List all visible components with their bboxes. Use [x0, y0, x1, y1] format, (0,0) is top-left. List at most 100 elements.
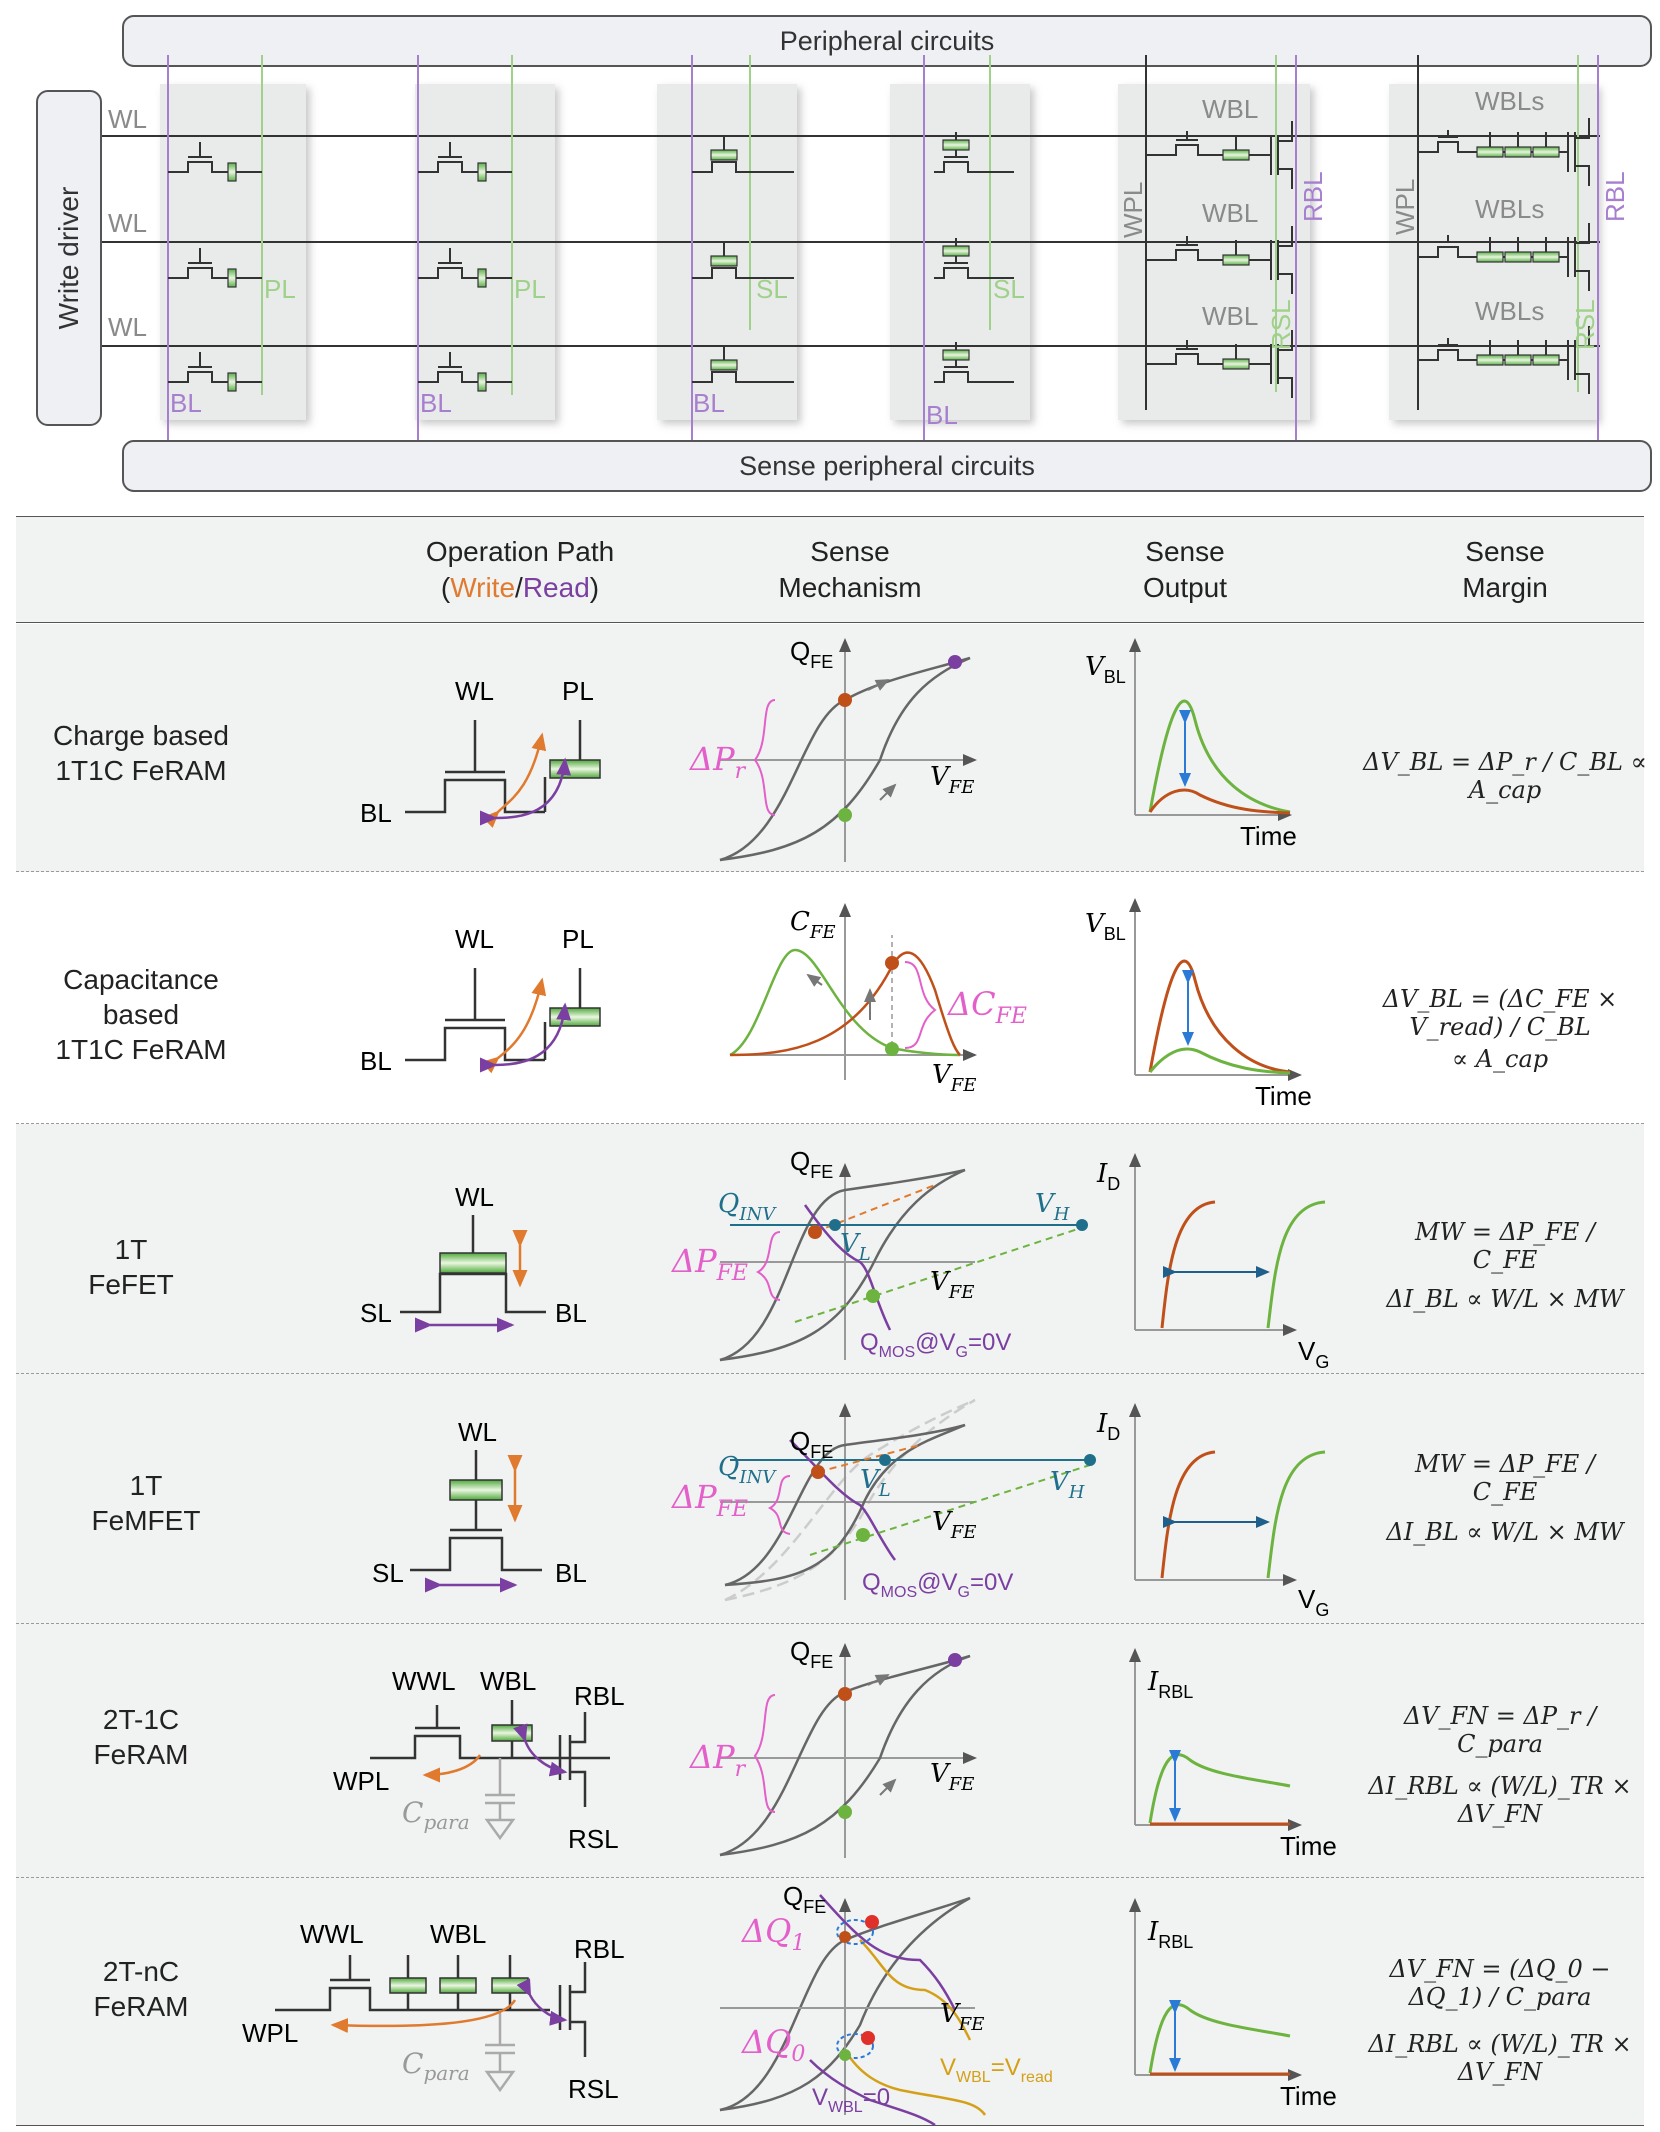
row-name-femfet: 1T FeMFET: [16, 1468, 276, 1538]
op-cpara-label: Cpara: [402, 1796, 470, 1834]
so-id-label: ID: [1096, 1409, 1120, 1444]
sm-vl-label: VL: [860, 1465, 891, 1501]
so-vbl-label: VBL: [1085, 652, 1126, 687]
op-sl-label: SL: [372, 1558, 404, 1588]
sm-qfe-label: QFE: [790, 636, 833, 672]
peripheral-circuits-bar: Peripheral circuits: [122, 15, 1652, 67]
wbls-label-2: WBLs: [1475, 194, 1544, 224]
sense-peripheral-circuits-bar: Sense peripheral circuits: [122, 440, 1652, 492]
fefet-cells: [692, 136, 794, 383]
sense-margin-eq-charge: ΔV_BL = ΔP_r / C_BL ∝ A_cap: [1363, 748, 1647, 804]
op-wbl-label: WBL: [430, 1919, 486, 1949]
row-name-capacitance-1t1c: Capacitance based 1T1C FeRAM: [16, 962, 266, 1067]
hysteresis-loop-2t1c: [719, 1643, 977, 1858]
table-row: [16, 1878, 1644, 2126]
bl-label-1: BL: [170, 388, 202, 418]
sm-vfe-label: VFE: [930, 1267, 974, 1303]
table-row: [16, 1124, 1644, 1374]
rsl-label-1: RSL: [1266, 299, 1296, 350]
so-time-label: Time: [1255, 1081, 1312, 1111]
op-rsl-label: RSL: [568, 1824, 619, 1854]
wl-label-3: WL: [108, 312, 147, 342]
sm-dpr-label: ΔPr: [688, 1738, 747, 1782]
fefet-mechanism: [719, 1163, 1091, 1362]
memory-array-diagram: WL WL WL BL BL BL BL PL PL SL SL WBL WBL…: [102, 55, 1630, 440]
sense-output-2t1c: [1129, 1648, 1302, 1831]
wbl-label-3: WBL: [1202, 301, 1258, 331]
row-name-2t1c: 2T-1C FeRAM: [16, 1702, 266, 1772]
pl-label-2: PL: [514, 274, 546, 304]
sm-qmos-label: QMOS@VG=0V: [860, 1329, 1011, 1361]
sm-dpfe-label: ΔPFE: [670, 1242, 748, 1286]
op-bl-label: BL: [360, 1046, 392, 1076]
plate-lines: [261, 55, 1579, 395]
sm-qmos-label: QMOS@VG=0V: [862, 1569, 1013, 1601]
rbl-label-1: RBL: [1298, 171, 1328, 222]
sl-label-1: SL: [756, 274, 788, 304]
header-sm-line1: Sense: [810, 536, 890, 567]
op-path-2tnc: [275, 1955, 587, 2093]
so-time-label: Time: [1240, 821, 1297, 851]
op-bl-label: BL: [555, 1298, 587, 1328]
sm-qfe-label: QFE: [790, 1146, 833, 1182]
sm-dpr-label: ΔPr: [688, 740, 747, 784]
row-name-fefet: 1T FeFET: [16, 1232, 246, 1302]
write-driver-block: Write driver: [36, 90, 102, 426]
row-name-line: FeFET: [88, 1269, 174, 1300]
bl-label-2: BL: [420, 388, 452, 418]
table-row: [16, 624, 1644, 872]
sm-cfe-label: CFE: [790, 907, 836, 943]
sm-vfe-label: VFE: [930, 762, 974, 798]
sm-vfe-label: VFE: [932, 1507, 976, 1543]
sense-margin-eq-femfet-a: MW = ΔP_FE / C_FE: [1415, 1450, 1595, 1506]
so-irbl-label: IRBL: [1147, 1667, 1193, 1702]
header-sm-line2: Mechanism: [778, 572, 922, 603]
row-name-line: Charge based: [53, 720, 229, 751]
table-row: [16, 1374, 1644, 1624]
row-name-line: 2T-1C: [102, 1704, 180, 1735]
op-wwl-label: WWL: [300, 1919, 364, 1949]
row-name-line: 2T-nC: [102, 1956, 180, 1987]
row-name-line: 1T: [129, 1470, 163, 1501]
wbls-label-3: WBLs: [1475, 296, 1544, 326]
op-path-femfet: [410, 1450, 542, 1593]
op-sl-label: SL: [360, 1298, 392, 1328]
femfet-mechanism: [720, 1398, 1096, 1602]
sm-vfe-label: VFE: [940, 1999, 984, 2035]
sense-margin-eq-2t1c-a: ΔV_FN = ΔP_r / C_para: [1403, 1702, 1597, 1758]
header-op-read: Read: [522, 572, 590, 603]
row-name-line: based: [102, 999, 180, 1030]
so-vbl-label: VBL: [1085, 909, 1126, 944]
sm-vwbl0-label: VWBL=0: [812, 2084, 890, 2116]
sm-vh-label: VH: [1050, 1467, 1085, 1503]
sm-qfe-label: QFE: [790, 1426, 833, 1462]
op-path-capacitance-1t1c: [405, 968, 601, 1074]
row-name-2tnc: 2T-nC FeRAM: [16, 1954, 266, 2024]
op-pl-label: PL: [562, 676, 594, 706]
header-op-line2: (Write/Read): [380, 570, 660, 606]
op-rbl-label: RBL: [574, 1681, 625, 1711]
sense-margin-eq-2tnc-a: ΔV_FN = (ΔQ_0 − ΔQ_1) / C_para: [1389, 1955, 1611, 2011]
row-name-line: 1T: [114, 1234, 148, 1265]
row-name-line: FeMFET: [91, 1505, 201, 1536]
sense-output-fefet: [1129, 1153, 1326, 1336]
1t1c-cells: [167, 141, 512, 392]
sm-vfe-label: VFE: [930, 1759, 974, 1795]
row-name-charge-1t1c: Charge based 1T1C FeRAM: [16, 718, 266, 788]
sense-margin-eq-2t1c-b: ΔI_RBL ∝ (W/L)_TR × ΔV_FN: [1368, 1772, 1632, 1828]
capacitance-curve: [729, 903, 977, 1080]
op-wl-label: WL: [455, 924, 494, 954]
row-name-line: FeRAM: [93, 1739, 189, 1770]
header-op-close: ): [589, 572, 600, 603]
header-sense-margin: Sense Margin: [1400, 534, 1610, 606]
sm-dq1-label: ΔQ1: [740, 1912, 805, 1956]
table-row: [16, 872, 1644, 1124]
op-rbl-label: RBL: [574, 1934, 625, 1964]
bl-label-3: BL: [693, 388, 725, 418]
op-wl-label: WL: [458, 1417, 497, 1447]
op-path-2t1c: [370, 1700, 610, 1841]
wl-label-1: WL: [108, 104, 147, 134]
op-cpara-label: Cpara: [402, 2047, 470, 2085]
header-op-open: (: [440, 572, 451, 603]
so-time-label: Time: [1280, 2081, 1337, 2111]
